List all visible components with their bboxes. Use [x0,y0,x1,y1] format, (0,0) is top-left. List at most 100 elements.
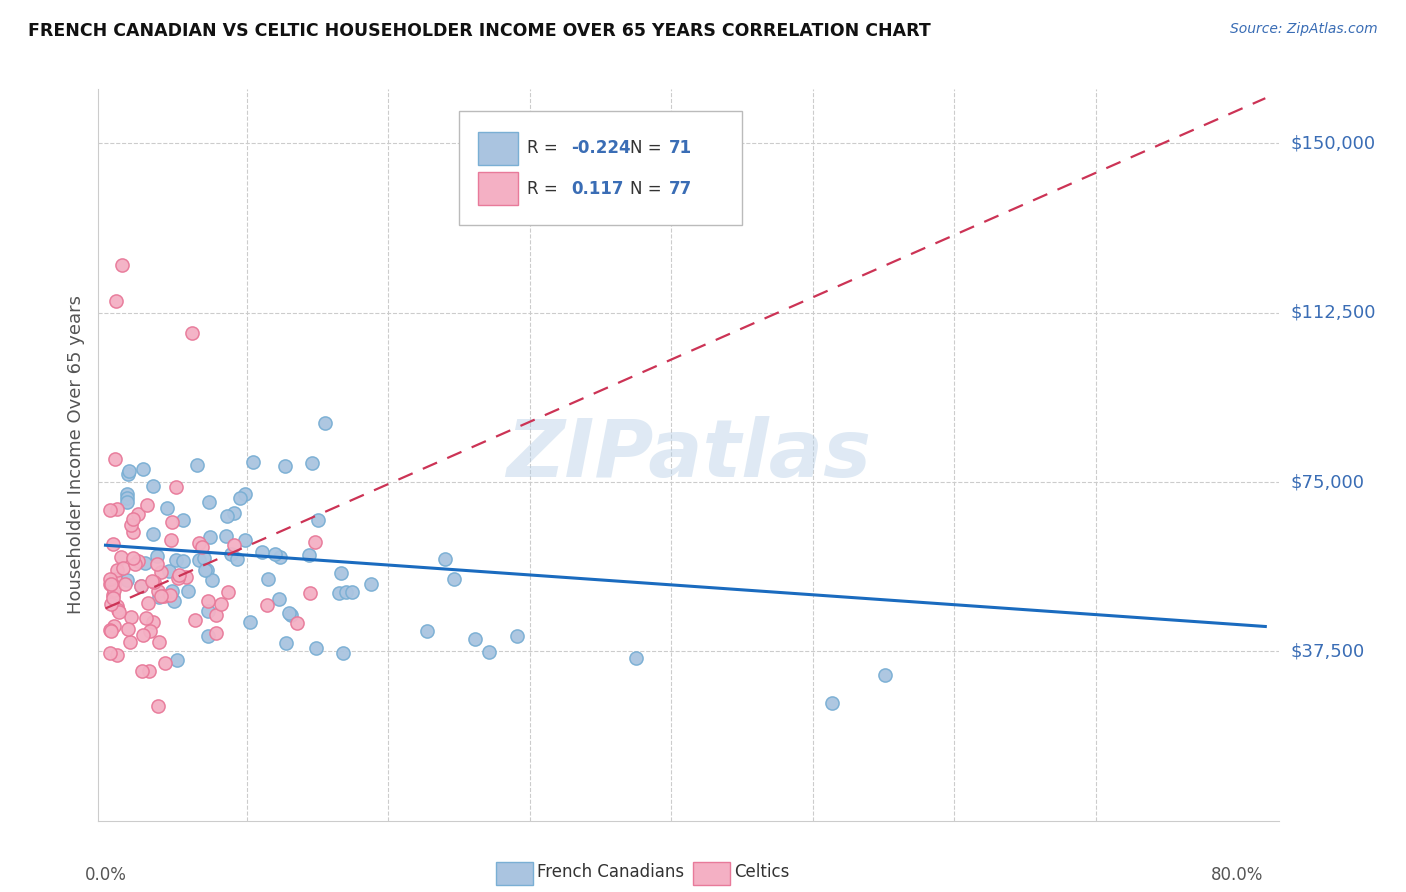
Point [105,599,128,614]
Point [142,479,165,493]
Point [103,579,125,593]
Point [184,614,207,628]
Point [136,596,159,610]
Point [225,551,247,566]
Point [100,624,122,639]
Point [104,452,127,467]
Point [163,594,186,608]
Point [299,586,322,600]
Point [98,577,121,591]
Point [120,635,142,649]
Point [162,515,184,529]
Point [104,294,127,309]
Point [135,499,157,513]
Point [104,572,127,586]
Text: N =: N = [630,139,666,158]
Point [873,668,896,682]
Point [103,619,125,633]
Point [165,552,187,566]
Text: R =: R = [527,179,568,198]
Point [204,626,226,640]
Point [193,550,215,565]
Point [301,456,323,470]
Point [105,648,128,663]
Text: ZIPatlas: ZIPatlas [506,416,872,494]
Point [198,530,221,544]
Point [434,552,457,566]
Point [101,589,124,603]
Point [148,635,170,649]
Point [101,591,124,605]
Point [274,636,297,650]
Point [201,574,224,588]
Text: R =: R = [527,139,564,158]
Point [159,564,181,578]
Text: 77: 77 [669,179,692,198]
Text: Celtics: Celtics [734,863,789,881]
Point [332,646,354,660]
Text: 0.0%: 0.0% [84,866,127,884]
Point [215,508,238,523]
Point [624,651,647,665]
Text: $112,500: $112,500 [1291,303,1376,322]
Text: 71: 71 [669,139,692,158]
Point [155,656,177,670]
Point [205,608,228,623]
Point [134,556,156,570]
Point [335,585,357,599]
Point [148,590,170,604]
Point [169,568,191,582]
Point [305,640,328,655]
Point [821,696,844,710]
Point [127,554,149,568]
FancyBboxPatch shape [478,132,517,165]
Point [250,545,273,559]
Point [233,486,256,500]
Point [131,461,153,475]
Point [131,664,153,678]
Point [181,326,204,340]
Point [115,494,138,508]
Point [197,594,219,608]
Point [146,584,169,599]
Point [122,511,145,525]
Point [464,632,486,646]
Text: Source: ZipAtlas.com: Source: ZipAtlas.com [1230,22,1378,37]
Text: $37,500: $37,500 [1291,642,1365,660]
Text: FRENCH CANADIAN VS CELTIC HOUSEHOLDER INCOME OVER 65 YEARS CORRELATION CHART: FRENCH CANADIAN VS CELTIC HOUSEHOLDER IN… [28,22,931,40]
Text: N =: N = [630,179,666,198]
Point [138,664,160,678]
Point [124,557,146,571]
Point [142,526,165,541]
FancyBboxPatch shape [478,172,517,205]
Point [360,577,382,591]
Point [103,537,125,551]
Point [98,573,121,587]
Point [233,533,256,547]
Point [277,606,299,620]
Point [477,645,499,659]
Point [172,513,194,527]
Point [187,553,209,567]
Point [139,624,162,638]
Point [215,529,238,543]
Point [131,628,153,642]
Point [191,540,214,554]
Point [142,615,165,630]
Point [229,491,252,505]
Text: 80.0%: 80.0% [1211,866,1263,884]
Point [198,495,221,509]
Point [160,584,183,599]
Point [108,606,131,620]
Point [416,624,439,639]
Point [197,604,219,618]
Point [114,577,136,591]
Point [219,547,242,561]
Point [160,533,183,548]
Point [174,570,197,584]
Text: $150,000: $150,000 [1291,135,1375,153]
Point [118,463,141,477]
Point [100,576,122,591]
Point [103,583,125,598]
Point [105,501,128,516]
